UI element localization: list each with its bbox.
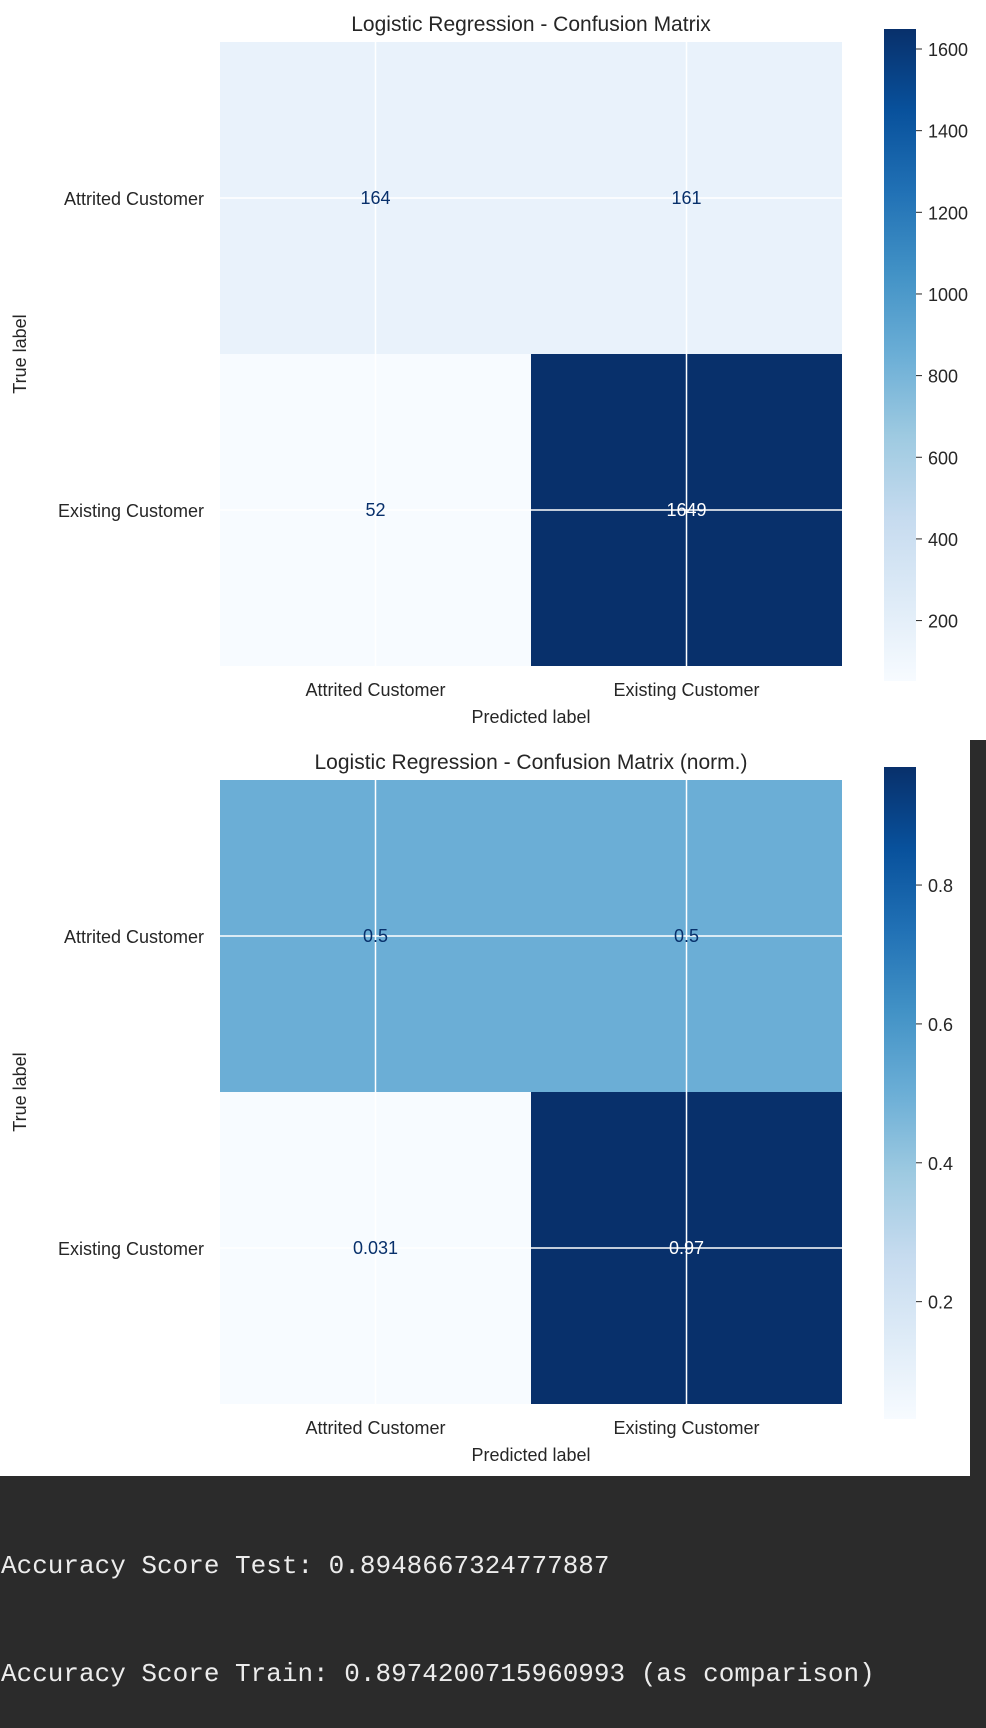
accuracy-train-line: Accuracy Score Train: 0.8974200715960993… [1,1659,875,1689]
accuracy-test-line: Accuracy Score Test: 0.8948667324777887 [1,1551,610,1581]
x-tick-label: Attrited Customer [305,1418,445,1438]
colorbar-tick-label: 800 [928,367,958,387]
cell-value-label: 52 [365,500,385,520]
output-margin-dark [970,740,986,1476]
colorbar-tick-label: 1000 [928,285,968,305]
colorbar-tick-label: 0.8 [928,876,953,896]
colorbar-tick-label: 600 [928,448,958,468]
x-tick-label: Attrited Customer [305,680,445,700]
y-axis-label: True label [10,314,30,393]
output-margin [970,0,986,740]
colorbar-tick-label: 1200 [928,203,968,223]
colorbar-tick-label: 1400 [928,122,968,142]
y-tick-label: Attrited Customer [64,927,204,947]
y-tick-label: Existing Customer [58,1239,204,1259]
y-axis-label: True label [10,1052,30,1131]
console-output: Accuracy Score Test: 0.8948667324777887 … [0,1476,986,1689]
chart-title: Logistic Regression - Confusion Matrix [351,13,711,36]
cell-value-label: 161 [671,188,701,208]
x-axis-label: Predicted label [471,707,590,727]
normalized-confusion-matrix-chart: Logistic Regression - Confusion Matrix (… [10,751,953,1465]
colorbar-tick-label: 0.4 [928,1154,953,1174]
plot-output-area: Logistic Regression - Confusion Matrix 16… [0,0,970,1476]
confusion-matrix-chart: Logistic Regression - Confusion Matrix 16… [10,13,968,727]
colorbar-tick-label: 0.2 [928,1293,953,1313]
cell-value-label: 0.5 [363,926,388,946]
x-tick-label: Existing Customer [613,680,759,700]
colorbar [884,29,916,681]
confusion-matrix-figure: Logistic Regression - Confusion Matrix 16… [10,13,968,1465]
cell-value-label: 164 [360,188,390,208]
colorbar-tick-label: 1600 [928,40,968,60]
x-axis-label: Predicted label [471,1445,590,1465]
colorbar-tick-label: 0.6 [928,1015,953,1035]
y-tick-label: Existing Customer [58,501,204,521]
x-tick-label: Existing Customer [613,1418,759,1438]
colorbar-tick-label: 400 [928,530,958,550]
colorbar [884,767,916,1419]
chart-title: Logistic Regression - Confusion Matrix (… [315,751,748,774]
cell-value-label: 0.031 [353,1238,398,1258]
y-tick-label: Attrited Customer [64,189,204,209]
cell-value-label: 0.97 [669,1238,704,1258]
colorbar-tick-label: 200 [928,612,958,632]
cell-value-label: 1649 [666,500,706,520]
cell-value-label: 0.5 [674,926,699,946]
